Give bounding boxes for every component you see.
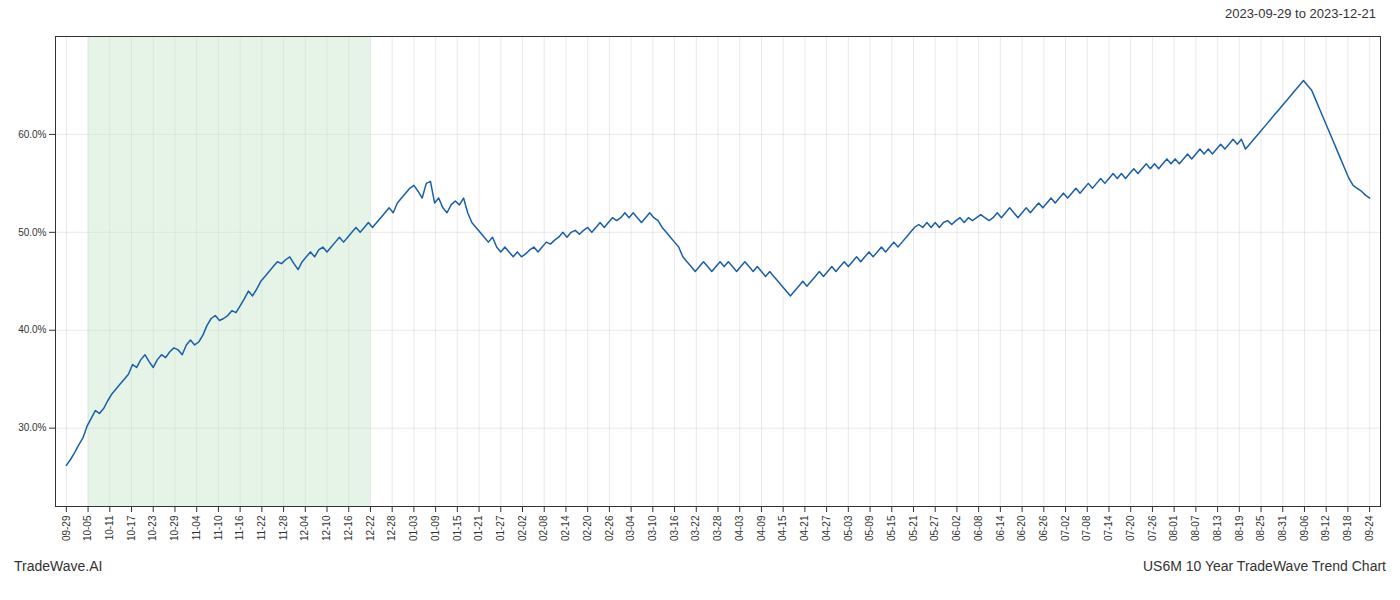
svg-text:09-29: 09-29 — [61, 515, 72, 541]
svg-text:11-28: 11-28 — [278, 515, 289, 540]
svg-text:09-06: 09-06 — [1299, 515, 1310, 541]
html-text:TradeWave.AI: TradeWave.AI — [14, 558, 103, 574]
svg-text:04-21: 04-21 — [799, 515, 810, 541]
svg-text:08-07: 08-07 — [1190, 515, 1201, 541]
svg-text:08-25: 08-25 — [1255, 515, 1266, 541]
html-text:2023-09-29 to 2023-12-21: 2023-09-29 to 2023-12-21 — [1224, 6, 1376, 21]
svg-text:09-24: 09-24 — [1364, 515, 1375, 541]
svg-text:60.0%: 60.0% — [18, 129, 46, 140]
svg-text:03-04: 03-04 — [625, 515, 636, 541]
svg-text:07-02: 07-02 — [1060, 515, 1071, 541]
svg-text:02-20: 02-20 — [582, 515, 593, 541]
svg-text:03-10: 03-10 — [647, 515, 658, 541]
svg-text:01-21: 01-21 — [473, 515, 484, 541]
html-text:US6M 10 Year TradeWave Trend C: US6M 10 Year TradeWave Trend Chart — [1142, 558, 1386, 574]
svg-text:02-26: 02-26 — [604, 515, 615, 541]
svg-text:04-09: 04-09 — [756, 515, 767, 541]
svg-text:12-22: 12-22 — [365, 515, 376, 541]
svg-text:06-14: 06-14 — [995, 515, 1006, 541]
svg-text:10-29: 10-29 — [169, 515, 180, 541]
svg-text:12-16: 12-16 — [343, 515, 354, 541]
svg-text:09-18: 09-18 — [1342, 515, 1353, 541]
svg-text:04-03: 04-03 — [734, 515, 745, 541]
svg-text:08-19: 08-19 — [1234, 515, 1245, 541]
svg-text:10-05: 10-05 — [82, 515, 93, 541]
svg-text:08-31: 08-31 — [1277, 515, 1288, 541]
svg-text:10-11: 10-11 — [104, 515, 115, 540]
svg-text:11-10: 11-10 — [213, 515, 224, 540]
svg-text:01-27: 01-27 — [495, 515, 506, 541]
svg-text:30.0%: 30.0% — [18, 422, 46, 433]
svg-text:06-20: 06-20 — [1016, 515, 1027, 541]
svg-text:12-04: 12-04 — [299, 515, 310, 541]
svg-text:02-14: 02-14 — [560, 515, 571, 541]
svg-text:50.0%: 50.0% — [18, 227, 46, 238]
svg-text:11-04: 11-04 — [191, 515, 202, 540]
svg-text:01-15: 01-15 — [452, 515, 463, 541]
svg-text:03-16: 03-16 — [669, 515, 680, 541]
svg-text:09-12: 09-12 — [1320, 515, 1331, 541]
svg-text:11-22: 11-22 — [256, 515, 267, 540]
svg-text:03-22: 03-22 — [690, 515, 701, 541]
svg-text:04-27: 04-27 — [821, 515, 832, 541]
svg-text:06-26: 06-26 — [1038, 515, 1049, 541]
svg-text:05-15: 05-15 — [886, 515, 897, 541]
svg-text:01-03: 01-03 — [408, 515, 419, 541]
svg-text:05-09: 05-09 — [864, 515, 875, 541]
svg-text:05-21: 05-21 — [908, 515, 919, 541]
svg-text:08-13: 08-13 — [1212, 515, 1223, 541]
svg-text:02-08: 02-08 — [538, 515, 549, 541]
svg-text:06-02: 06-02 — [951, 515, 962, 541]
svg-text:08-01: 08-01 — [1168, 515, 1179, 541]
svg-text:07-26: 07-26 — [1147, 515, 1158, 541]
svg-text:03-28: 03-28 — [712, 515, 723, 541]
svg-text:01-09: 01-09 — [430, 515, 441, 541]
svg-text:40.0%: 40.0% — [18, 324, 46, 335]
svg-text:06-08: 06-08 — [973, 515, 984, 541]
svg-text:12-10: 12-10 — [321, 515, 332, 541]
svg-text:12-28: 12-28 — [386, 515, 397, 541]
svg-text:04-15: 04-15 — [777, 515, 788, 541]
svg-text:10-17: 10-17 — [126, 515, 137, 541]
svg-text:07-14: 07-14 — [1103, 515, 1114, 541]
svg-text:02-02: 02-02 — [517, 515, 528, 541]
svg-text:05-27: 05-27 — [929, 515, 940, 541]
svg-text:11-16: 11-16 — [234, 515, 245, 540]
svg-text:07-08: 07-08 — [1081, 515, 1092, 541]
svg-text:07-20: 07-20 — [1125, 515, 1136, 541]
svg-text:10-23: 10-23 — [147, 515, 158, 541]
svg-text:05-03: 05-03 — [843, 515, 854, 541]
